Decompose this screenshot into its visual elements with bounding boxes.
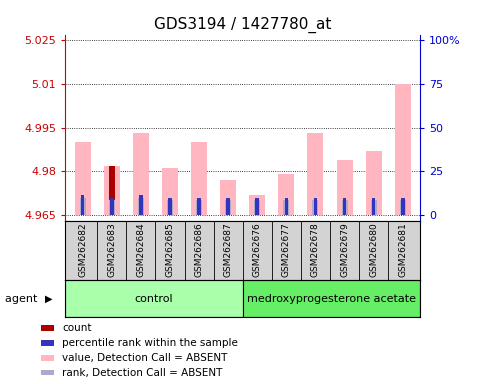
Bar	[313, 197, 317, 215]
Text: GSM262684: GSM262684	[136, 223, 145, 277]
Text: GSM262682: GSM262682	[78, 223, 87, 277]
Bar	[395, 84, 411, 215]
Bar	[256, 197, 259, 215]
Text: agent: agent	[5, 293, 41, 304]
Text: percentile rank within the sample: percentile rank within the sample	[62, 338, 238, 348]
Text: GSM262686: GSM262686	[195, 223, 203, 277]
Bar	[284, 200, 289, 215]
Bar	[109, 200, 115, 215]
Bar	[80, 197, 85, 215]
Bar	[41, 340, 54, 346]
Text: rank, Detection Call = ABSENT: rank, Detection Call = ABSENT	[62, 368, 222, 378]
Bar	[162, 169, 178, 215]
Bar	[313, 200, 318, 215]
Bar	[167, 200, 173, 215]
Bar	[242, 280, 420, 317]
Bar	[133, 134, 149, 215]
Bar	[341, 200, 348, 215]
Bar	[109, 166, 115, 215]
Text: GSM262680: GSM262680	[369, 223, 378, 277]
Bar	[308, 134, 324, 215]
Bar	[41, 325, 54, 331]
Bar	[110, 197, 114, 215]
Text: GSM262685: GSM262685	[166, 223, 174, 277]
Bar	[75, 142, 91, 215]
Bar	[225, 200, 231, 215]
Bar	[65, 280, 242, 317]
Title: GDS3194 / 1427780_at: GDS3194 / 1427780_at	[154, 17, 331, 33]
Bar	[370, 200, 377, 215]
Bar	[372, 197, 375, 215]
Bar	[278, 174, 294, 215]
Text: GSM262679: GSM262679	[340, 223, 349, 277]
Bar	[401, 197, 404, 215]
Bar	[220, 180, 236, 215]
Bar	[227, 197, 230, 215]
Bar	[191, 142, 207, 215]
Bar	[41, 370, 54, 376]
Text: GSM262687: GSM262687	[224, 223, 233, 277]
Text: GSM262678: GSM262678	[311, 223, 320, 277]
Text: value, Detection Call = ABSENT: value, Detection Call = ABSENT	[62, 353, 227, 363]
Bar	[81, 195, 85, 215]
Bar	[197, 197, 201, 215]
Bar	[337, 160, 353, 215]
Bar	[343, 197, 346, 215]
Bar	[139, 195, 142, 215]
Text: control: control	[135, 293, 173, 304]
Text: GSM262676: GSM262676	[253, 223, 262, 277]
Text: GSM262683: GSM262683	[107, 223, 116, 277]
Bar	[41, 355, 54, 361]
Bar	[168, 197, 172, 215]
Text: GSM262677: GSM262677	[282, 223, 291, 277]
Text: medroxyprogesterone acetate: medroxyprogesterone acetate	[247, 293, 416, 304]
Text: count: count	[62, 323, 91, 333]
Bar	[196, 200, 202, 215]
Bar	[284, 197, 288, 215]
Bar	[254, 200, 260, 215]
Bar	[138, 197, 144, 215]
Text: GSM262681: GSM262681	[398, 223, 407, 277]
Bar	[104, 166, 120, 215]
Bar	[249, 195, 265, 215]
Text: ▶: ▶	[45, 293, 53, 304]
Bar	[400, 200, 406, 215]
Bar	[366, 151, 382, 215]
